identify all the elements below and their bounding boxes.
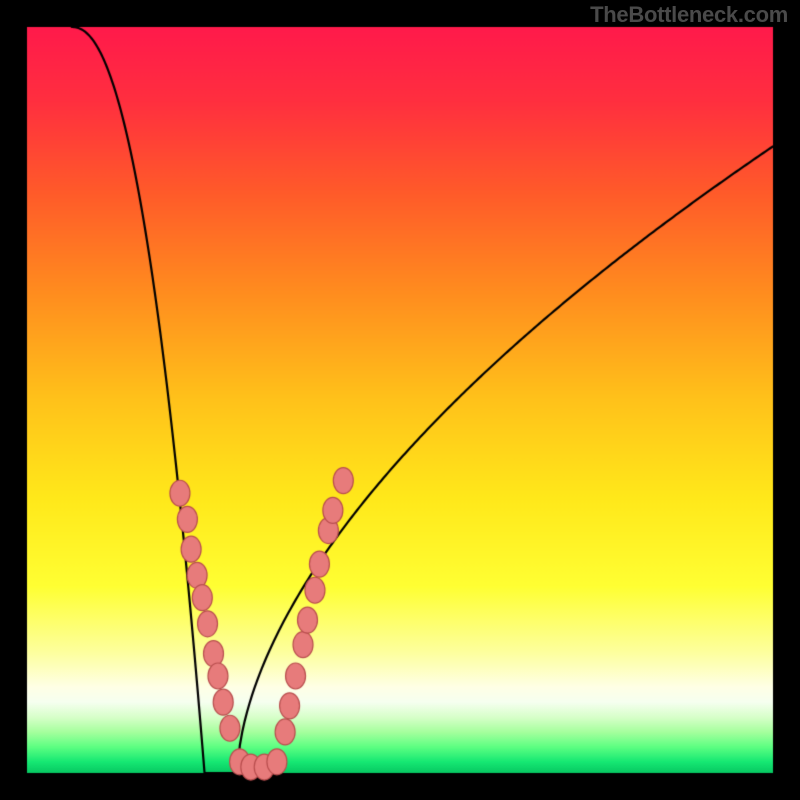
bottleneck-curve-chart [0,0,800,800]
chart-container: TheBottleneck.com [0,0,800,800]
